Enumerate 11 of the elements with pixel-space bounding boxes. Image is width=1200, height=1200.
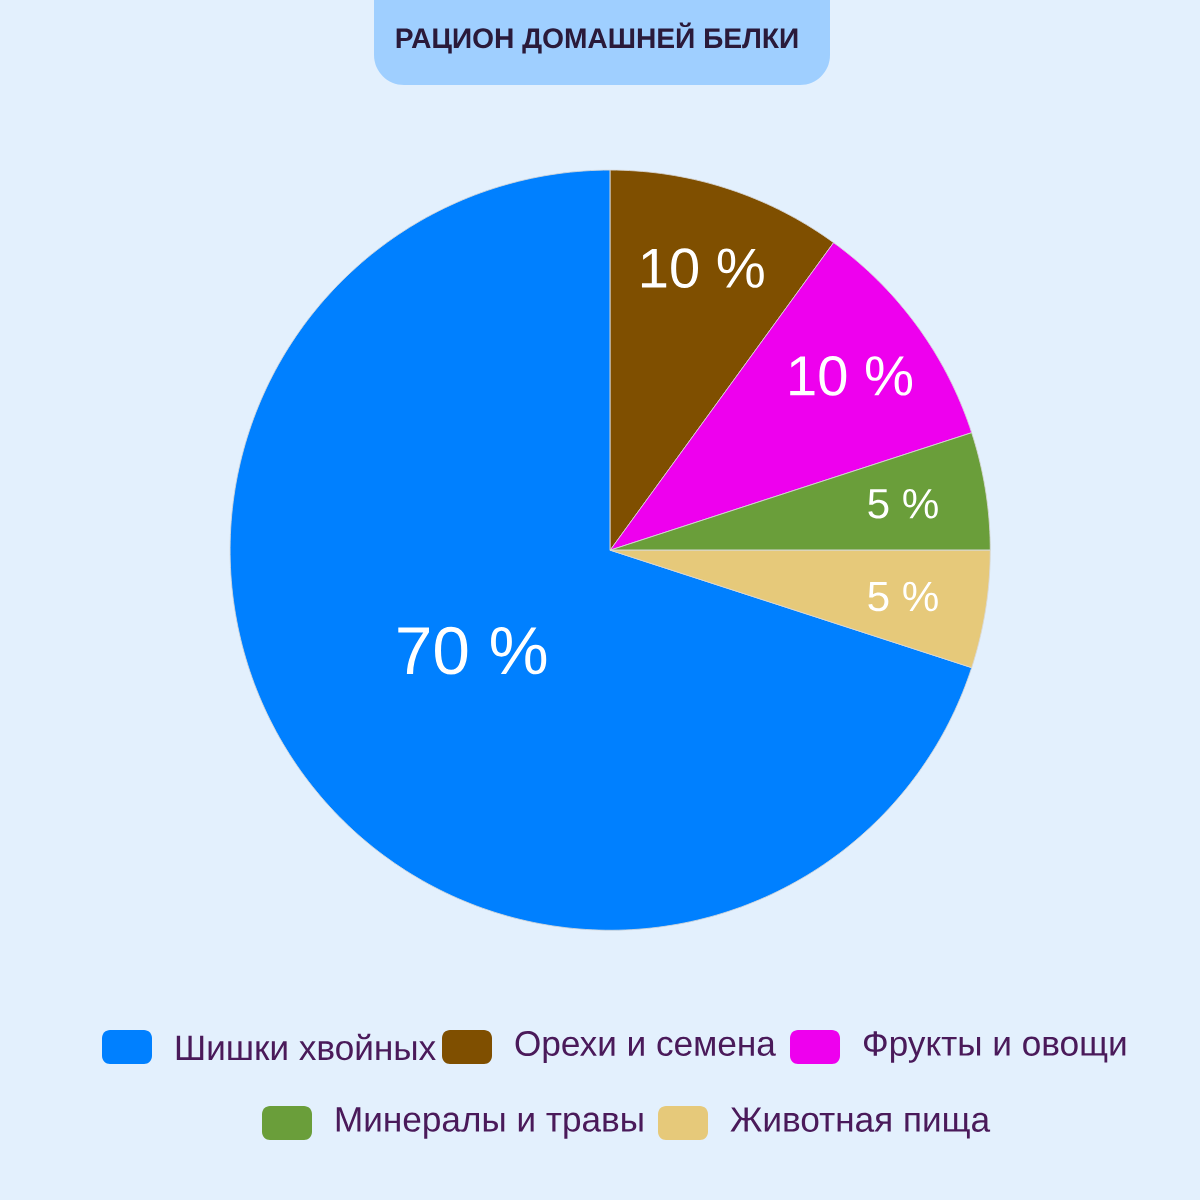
data-label: 5 % bbox=[868, 581, 938, 612]
legend-label: Фрукты и овощи bbox=[863, 1031, 1126, 1063]
data-label: 10 % bbox=[790, 355, 913, 396]
legend-label: Орехи и семена bbox=[515, 1031, 776, 1063]
legend-label: Минералы и травы bbox=[336, 1107, 643, 1139]
data-label: 5 % bbox=[868, 488, 938, 519]
chart-title: РАЦИОН ДОМАШНЕЙ БЕЛКИ bbox=[396, 22, 798, 54]
data-label: 10 % bbox=[641, 248, 764, 289]
data-label: 70 % bbox=[398, 626, 547, 675]
legend-label: Шишки хвойных bbox=[176, 1033, 436, 1061]
legend-label: Животная пища bbox=[730, 1107, 991, 1139]
